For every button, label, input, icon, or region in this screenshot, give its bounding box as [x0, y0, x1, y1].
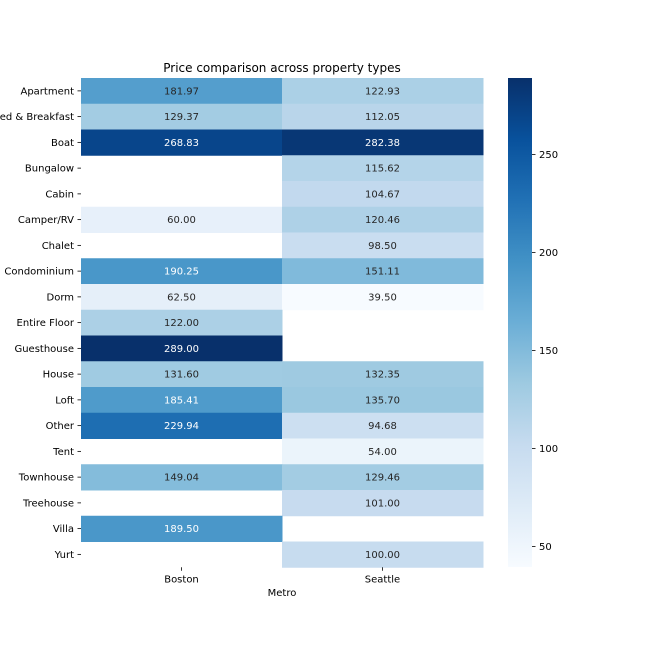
heatmap-cell	[282, 490, 484, 517]
cell-value-label: 181.97	[164, 86, 199, 97]
heatmap-cell	[282, 181, 484, 208]
heatmap-cell	[81, 129, 283, 156]
y-tick-label: Treehouse	[22, 498, 74, 509]
y-tick-label: Cabin	[45, 189, 74, 200]
heatmap-cell	[81, 258, 283, 285]
heatmap-cell	[282, 412, 484, 439]
heatmap-cell	[81, 515, 283, 542]
cell-value-label: 60.00	[167, 215, 196, 226]
heatmap-cell	[81, 284, 283, 311]
colorbar: 50 100 150 200 250	[508, 78, 558, 567]
heatmap-cell	[282, 438, 484, 465]
y-tick-label: Bed & Breakfast	[0, 112, 74, 123]
y-tick-label: Villa	[53, 524, 74, 535]
y-tick-label: Loft	[55, 395, 74, 406]
colorbar-tick-label: 200	[539, 248, 558, 259]
cell-value-label: 129.37	[164, 112, 199, 123]
y-tick-label: Chalet	[42, 241, 74, 252]
y-tick-label: Condominium	[4, 267, 74, 278]
cell-value-label: 54.00	[368, 447, 397, 458]
cell-value-label: 104.67	[365, 189, 400, 200]
cell-value-label: 131.60	[164, 370, 199, 381]
colorbar-gradient	[508, 78, 532, 567]
cell-value-label: 229.94	[164, 421, 199, 432]
heatmap-cell	[81, 464, 283, 491]
cell-value-label: 129.46	[365, 473, 400, 484]
y-tick-label: Other	[46, 421, 75, 432]
y-tick-label: Entire Floor	[17, 318, 75, 329]
x-tick-label: Seattle	[365, 574, 400, 585]
heatmap-cell	[81, 78, 283, 105]
cell-value-label: 151.11	[365, 267, 400, 278]
cell-value-label: 185.41	[164, 395, 199, 406]
heatmap-cell	[282, 258, 484, 285]
heatmap-cell	[282, 284, 484, 311]
y-tick-label: Yurt	[54, 550, 74, 561]
cell-value-label: 122.00	[164, 318, 199, 329]
heatmap-cell	[282, 541, 484, 568]
heatmap-cell	[282, 206, 484, 233]
cell-value-label: 94.68	[368, 421, 397, 432]
y-tick-label: Tent	[52, 447, 74, 458]
y-tick-label: House	[43, 370, 74, 381]
heatmap-cell	[81, 412, 283, 439]
heatmap-cell	[282, 387, 484, 414]
heatmap-cell	[282, 155, 484, 182]
heatmap-cell	[81, 309, 283, 336]
colorbar-tick-label: 100	[539, 444, 558, 455]
heatmap-cell	[282, 361, 484, 388]
x-axis: Boston Seattle	[164, 567, 400, 585]
heatmap-cell	[81, 103, 283, 130]
heatmap-cell	[282, 232, 484, 259]
heatmap-cell	[282, 78, 484, 105]
heatmap-cell	[282, 464, 484, 491]
heatmap-cell	[81, 361, 283, 388]
heatmap-cell	[81, 387, 283, 414]
y-axis: Apartment Bed & Breakfast Boat Bungalow Cabi…	[0, 86, 81, 561]
cell-value-label: 120.46	[365, 215, 400, 226]
cell-value-label: 101.00	[365, 498, 400, 509]
y-tick-label: Dorm	[47, 292, 75, 303]
colorbar-tick-label: 250	[539, 150, 558, 161]
cell-value-label: 282.38	[365, 138, 400, 149]
cell-value-label: 62.50	[167, 292, 196, 303]
heatmap-cell	[282, 129, 484, 156]
cell-value-label: 112.05	[365, 112, 400, 123]
cell-value-label: 39.50	[368, 292, 397, 303]
heatmap-cell	[81, 335, 283, 362]
y-tick-label: Townhouse	[18, 473, 74, 484]
heatmap-cell	[81, 206, 283, 233]
cell-value-label: 135.70	[365, 395, 400, 406]
colorbar-tick-label: 150	[539, 346, 558, 357]
y-tick-label: Bungalow	[25, 164, 74, 175]
colorbar-tick-label: 50	[539, 542, 552, 553]
cell-value-label: 115.62	[365, 164, 400, 175]
chart-title: Price comparison across property types	[163, 61, 401, 75]
x-tick-label: Boston	[164, 574, 199, 585]
cell-value-label: 98.50	[368, 241, 397, 252]
heatmap-cells	[81, 78, 484, 568]
y-tick-label: Boat	[51, 138, 74, 149]
cell-value-label: 100.00	[365, 550, 400, 561]
y-tick-label: Apartment	[20, 86, 74, 97]
y-tick-label: Guesthouse	[14, 344, 74, 355]
cell-value-label: 190.25	[164, 267, 199, 278]
cell-value-label: 268.83	[164, 138, 199, 149]
cell-value-label: 132.35	[365, 370, 400, 381]
cell-value-label: 149.04	[164, 473, 199, 484]
y-tick-label: Camper/RV	[18, 215, 74, 226]
cell-value-label: 189.50	[164, 524, 199, 535]
x-axis-label: Metro	[268, 588, 297, 599]
cell-value-label: 289.00	[164, 344, 199, 355]
heatmap-cell	[282, 103, 484, 130]
heatmap-cell-labels: 181.97 122.93 129.37 112.05 268.83 282.38 115.…	[164, 86, 400, 561]
cell-value-label: 122.93	[365, 86, 400, 97]
